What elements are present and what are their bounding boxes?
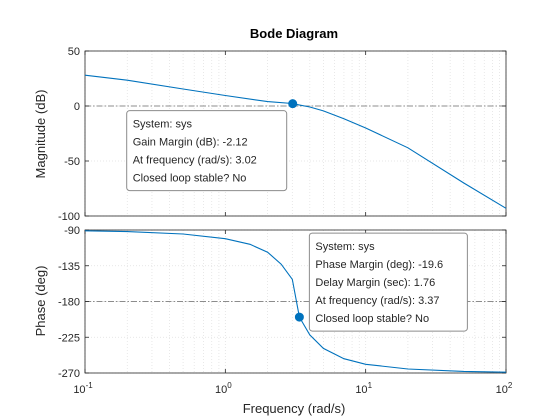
x-tick-label: 102 [496, 381, 513, 396]
magnitude-y-tick-label: 0 [74, 101, 80, 113]
x-tick-base: 10 [73, 384, 85, 396]
phase-datatip: System: sys Phase Margin (deg): -19.6 Dela… [309, 233, 467, 331]
x-tick-base: 10 [355, 384, 367, 396]
magnitude-y-tick-label: 50 [68, 46, 80, 58]
magnitude-datatip: System: sys Gain Margin (dB): -2.12 At fre… [127, 111, 287, 191]
x-tick-base: 10 [496, 384, 508, 396]
phase-y-tick-label: -135 [58, 261, 80, 273]
magnitude-y-tick-label: -50 [64, 156, 80, 168]
phase-panel: -90 -135 -180 -225 -270 System: sys Phase Marg… [58, 225, 513, 396]
phase-y-tick-label: -225 [58, 332, 80, 344]
x-tick-label: 100 [215, 381, 232, 396]
datatip-line: Closed loop stable? No [315, 313, 429, 325]
datatip-line: At frequency (rad/s): 3.02 [133, 155, 257, 167]
magnitude-data-marker [289, 100, 297, 108]
phase-y-tick-label: -90 [64, 225, 80, 237]
magnitude-axis-label: Magnitude (dB) [33, 90, 48, 179]
x-axis-label: Frequency (rad/s) [243, 401, 346, 416]
datatip-line: Gain Margin (dB): -2.12 [133, 137, 248, 149]
datatip-line: System: sys [133, 119, 193, 131]
x-tick-base: 10 [215, 384, 227, 396]
datatip-line: At frequency (rad/s): 3.37 [315, 295, 439, 307]
x-tick-exponent: -1 [86, 381, 94, 390]
datatip-line: Phase Margin (deg): -19.6 [315, 259, 443, 271]
phase-axis-label: Phase (deg) [33, 266, 48, 337]
phase-y-tick-label: -270 [58, 368, 80, 380]
x-tick-label: 101 [355, 381, 372, 396]
x-tick-label: 10-1 [73, 381, 93, 396]
chart-title: Bode Diagram [250, 26, 338, 41]
phase-data-marker [295, 313, 303, 321]
magnitude-panel: 50 0 -50 -100 System: sys Gain Margin (dB): -… [58, 46, 506, 223]
phase-y-tick-label: -180 [58, 297, 80, 309]
datatip-line: System: sys [315, 241, 375, 253]
datatip-line: Closed loop stable? No [133, 173, 247, 185]
x-tick-exponent: 2 [508, 381, 513, 390]
x-tick-exponent: 0 [227, 381, 232, 390]
magnitude-y-tick-label: -100 [58, 211, 80, 223]
x-tick-exponent: 1 [368, 381, 373, 390]
datatip-line: Delay Margin (sec): 1.76 [315, 277, 435, 289]
